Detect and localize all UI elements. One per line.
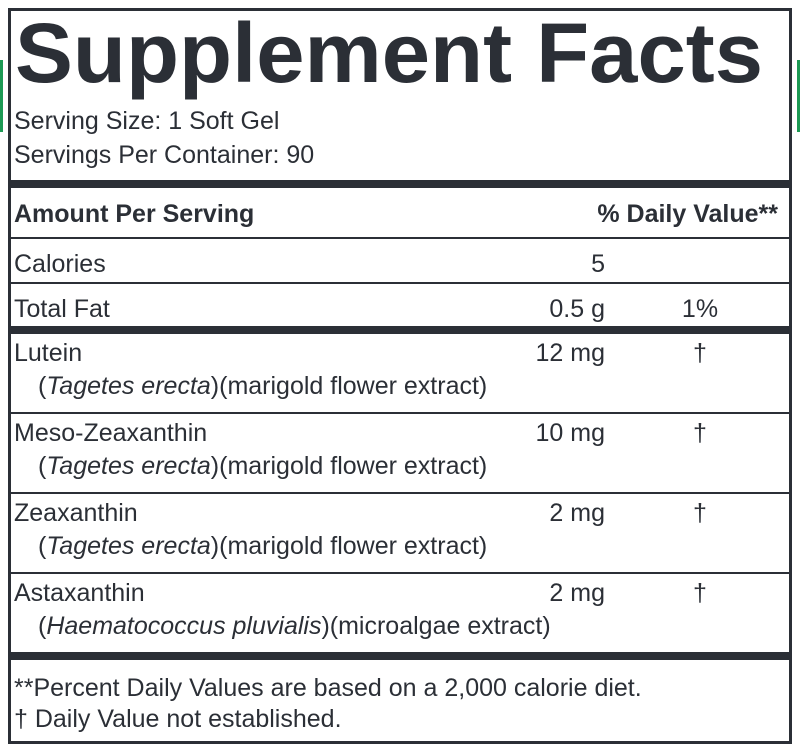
ingredient-amount: 2 mg — [549, 499, 605, 527]
source-paren: ( — [38, 612, 47, 640]
ingredient-daily-value: † — [693, 579, 707, 607]
source-description: )(marigold flower extract) — [211, 452, 487, 480]
nutrient-amount: 5 — [591, 250, 605, 278]
source-paren: ( — [38, 372, 47, 400]
ingredient-daily-value: † — [693, 339, 707, 367]
thin-rule — [9, 492, 791, 494]
nutrient-name: Calories — [14, 250, 106, 278]
ingredient-name: Zeaxanthin — [14, 499, 138, 527]
ingredient-source: (Tagetes erecta)(marigold flower extract… — [38, 532, 487, 560]
source-species: Haematococcus pluvialis — [46, 612, 321, 640]
thin-rule — [9, 237, 791, 239]
servings-per-container: Servings Per Container: 90 — [14, 141, 314, 169]
thin-rule — [9, 572, 791, 574]
ingredient-name: Lutein — [14, 339, 82, 367]
ingredient-name: Meso-Zeaxanthin — [14, 419, 207, 447]
ingredient-amount: 2 mg — [549, 579, 605, 607]
serving-size: Serving Size: 1 Soft Gel — [14, 107, 279, 135]
ingredient-source: (Haematococcus pluvialis)(microalgae ext… — [38, 612, 551, 640]
ingredient-daily-value: † — [693, 499, 707, 527]
thin-rule — [9, 282, 791, 284]
thick-rule — [9, 180, 791, 188]
thick-rule — [9, 652, 791, 660]
title: Supplement Facts — [15, 6, 763, 100]
ingredient-name: Astaxanthin — [14, 579, 145, 607]
nutrient-name: Total Fat — [14, 295, 110, 323]
ingredient-source: (Tagetes erecta)(marigold flower extract… — [38, 372, 487, 400]
ingredient-source: (Tagetes erecta)(marigold flower extract… — [38, 452, 487, 480]
green-edge — [0, 60, 3, 132]
source-species: Tagetes erecta — [46, 532, 211, 560]
green-edge — [797, 60, 800, 132]
source-species: Tagetes erecta — [46, 372, 211, 400]
source-description: )(marigold flower extract) — [211, 532, 487, 560]
ingredient-daily-value: † — [693, 419, 707, 447]
source-paren: ( — [38, 532, 47, 560]
nutrient-daily-value: 1% — [682, 295, 718, 323]
ingredient-amount: 10 mg — [536, 419, 605, 447]
ingredient-amount: 12 mg — [536, 339, 605, 367]
source-description: )(marigold flower extract) — [211, 372, 487, 400]
source-paren: ( — [38, 452, 47, 480]
nutrient-amount: 0.5 g — [549, 295, 605, 323]
label-frame — [8, 8, 792, 744]
thick-rule — [9, 326, 791, 334]
footnote: **Percent Daily Values are based on a 2,… — [14, 674, 642, 702]
header-daily-value: % Daily Value** — [597, 200, 778, 228]
source-description: )(microalgae extract) — [321, 612, 550, 640]
thin-rule — [9, 412, 791, 414]
source-species: Tagetes erecta — [46, 452, 211, 480]
header-amount: Amount Per Serving — [14, 200, 254, 228]
footnote: † Daily Value not established. — [14, 705, 342, 733]
